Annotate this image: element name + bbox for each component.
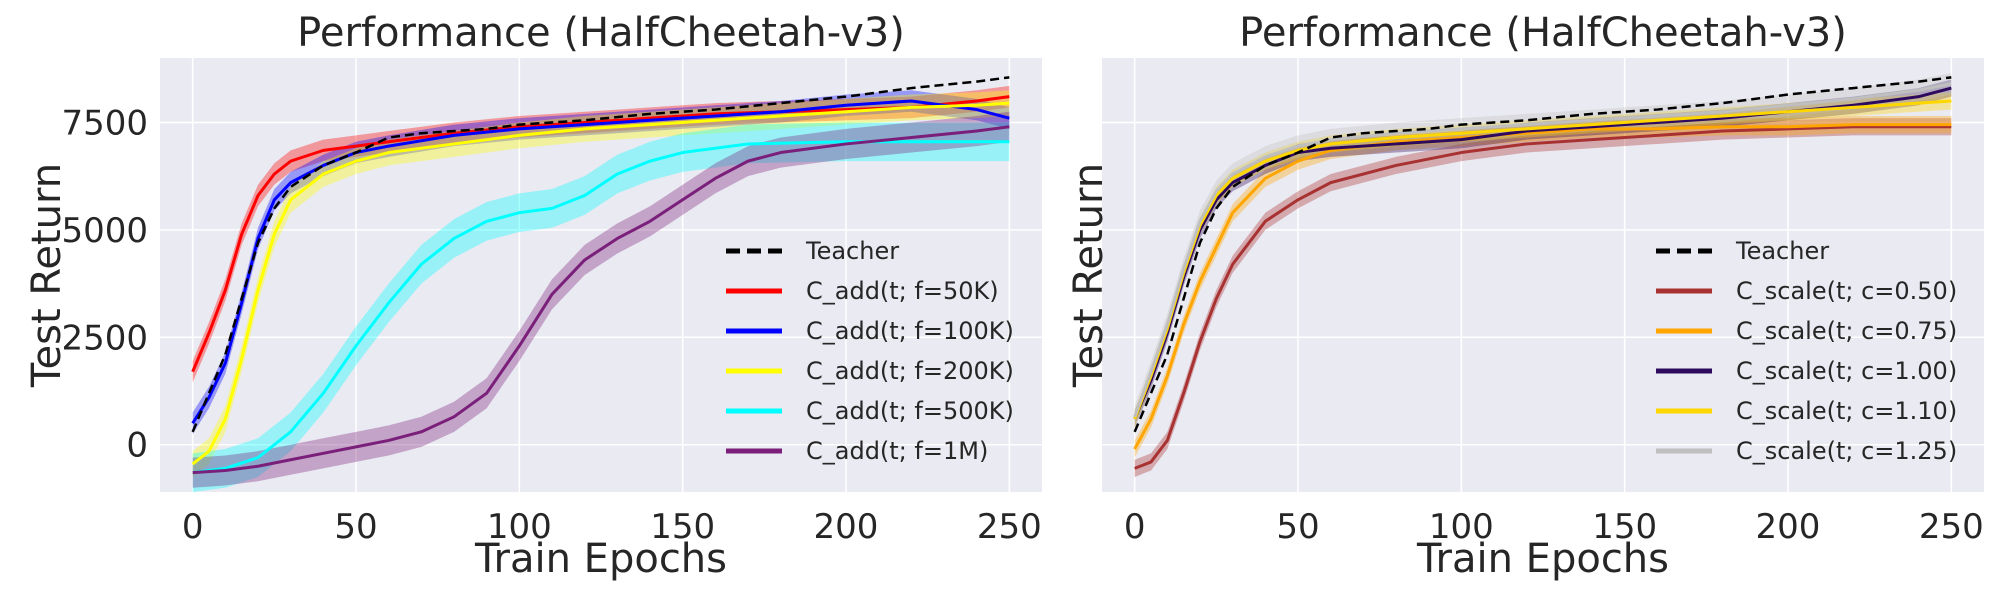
right-gridlines [1102, 58, 1984, 492]
right-x-tick-0: 0 [1124, 507, 1146, 547]
right-x-tick-100: 100 [1429, 507, 1494, 547]
left-y-axis-label: Test Return [24, 163, 70, 388]
right-legend-label-c-scale-t-c-0-50: C_scale(t; c=0.50) [1736, 277, 1957, 305]
left-legend-label-c-add-t-f-500k: C_add(t; f=500K) [806, 397, 1014, 425]
left-y-tick-5000: 5000 [61, 211, 148, 251]
left-chart-panel: 0 50 100 150 200 250 0 2500 5000 7500 Performanc… [24, 10, 1042, 582]
left-line-c-add-t-f-50k [191, 95, 1010, 373]
right-x-axis-label: Train Epochs [1416, 536, 1669, 582]
right-line-teacher [1133, 76, 1952, 433]
left-y-tick-2500: 2500 [61, 318, 148, 358]
left-x-tick-250: 250 [977, 507, 1042, 547]
left-chart-title: Performance (HalfCheetah-v3) [297, 10, 905, 56]
right-chart-title: Performance (HalfCheetah-v3) [1239, 10, 1847, 56]
left-legend-label-c-add-t-f-200k: C_add(t; f=200K) [806, 357, 1014, 385]
left-legend: Teacher C_add(t; f=50K) C_add(t; f=100K) C_… [726, 237, 1014, 465]
right-x-tick-250: 250 [1919, 507, 1984, 547]
left-line-c-add-t-f-100k [191, 99, 1010, 425]
left-line-c-add-t-f-200k [191, 101, 1010, 466]
left-band-c-add-t-f-500k [192, 122, 1010, 492]
left-legend-label-c-add-t-f-1m: C_add(t; f=1M) [806, 437, 988, 465]
left-x-tick-0: 0 [182, 507, 204, 547]
right-x-tick-labels: 0 50 100 150 200 250 [1124, 507, 1984, 547]
left-legend-label-teacher: Teacher [805, 237, 899, 265]
left-y-tick-0: 0 [126, 426, 148, 466]
left-x-axis-label: Train Epochs [474, 536, 727, 582]
right-series-lines [1133, 76, 1952, 470]
left-plot-area [160, 58, 1042, 492]
right-line-c-scale-t-c-1-25 [1133, 82, 1952, 418]
left-x-tick-150: 150 [650, 507, 715, 547]
left-band-c-add-t-f-50k [192, 85, 1010, 383]
left-confidence-bands [192, 85, 1010, 492]
left-x-tick-labels: 0 50 100 150 200 250 [182, 507, 1042, 547]
right-line-c-scale-t-c-0-50 [1134, 125, 1952, 470]
right-legend-label-c-scale-t-c-1-00: C_scale(t; c=1.00) [1736, 357, 1957, 385]
right-legend-label-c-scale-t-c-0-75: C_scale(t; c=0.75) [1736, 317, 1957, 345]
right-legend: Teacher C_scale(t; c=0.50) C_scale(t; c=0.… [1656, 237, 1957, 465]
right-x-tick-50: 50 [1276, 507, 1319, 547]
right-x-tick-200: 200 [1756, 507, 1821, 547]
right-legend-label-c-scale-t-c-1-10: C_scale(t; c=1.10) [1736, 397, 1957, 425]
left-x-tick-50: 50 [334, 507, 377, 547]
left-y-tick-7500: 7500 [61, 103, 148, 143]
right-chart-panel: 0 50 100 150 200 250 Performance (HalfCheetah… [1066, 10, 1984, 582]
left-y-tick-labels: 0 2500 5000 7500 [61, 103, 148, 465]
right-legend-label-teacher: Teacher [1735, 237, 1829, 265]
left-line-teacher [191, 76, 1010, 433]
left-x-tick-100: 100 [487, 507, 552, 547]
right-y-axis-label: Test Return [1066, 163, 1112, 388]
left-legend-label-c-add-t-f-50k: C_add(t; f=50K) [806, 277, 999, 305]
left-series-lines [191, 76, 1010, 475]
right-legend-label-c-scale-t-c-1-25: C_scale(t; c=1.25) [1736, 437, 1957, 465]
right-x-tick-150: 150 [1592, 507, 1657, 547]
left-x-tick-200: 200 [814, 507, 879, 547]
left-gridlines [160, 58, 1042, 492]
left-band-c-add-t-f-1m [192, 111, 1010, 488]
left-line-c-add-t-f-500k [192, 140, 1010, 475]
left-line-c-add-t-f-1m [192, 125, 1010, 475]
left-legend-label-c-add-t-f-100k: C_add(t; f=100K) [806, 317, 1014, 345]
